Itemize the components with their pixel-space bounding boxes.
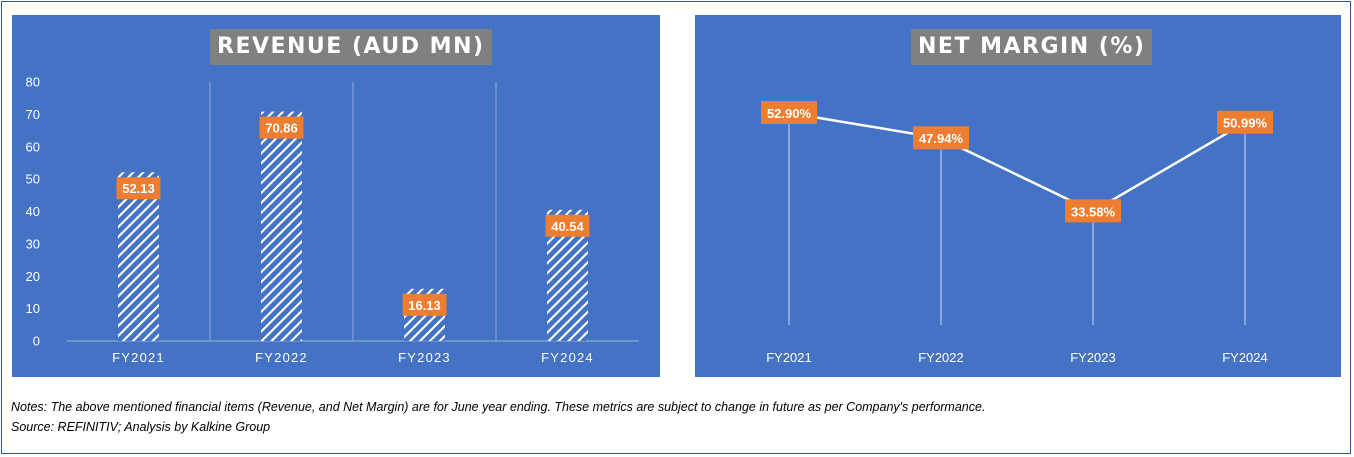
notes-text: Notes: The above mentioned financial ite… — [11, 400, 986, 414]
revenue-chart: 0 10 20 30 40 50 60 70 80 52.13 FY2021 70.86 FY2022 1… — [26, 75, 639, 365]
data-label-box — [545, 214, 590, 237]
revenue-data-label: 16.13 — [408, 298, 441, 313]
x-tick-label: FY2024 — [541, 350, 594, 365]
data-label-box — [402, 293, 447, 316]
x-tick-label: FY2022 — [918, 350, 964, 365]
data-label-box — [913, 126, 969, 150]
source-text: Source: REFINITIV; Analysis by Kalkine G… — [11, 420, 271, 434]
net-margin-data-label: 50.99% — [1223, 116, 1268, 131]
y-tick-label: 20 — [26, 269, 40, 284]
revenue-data-label: 40.54 — [551, 219, 584, 234]
x-tick-label: FY2023 — [1070, 350, 1116, 365]
x-tick-label: FY2021 — [766, 350, 812, 365]
data-label-box — [259, 116, 304, 139]
x-tick-label: FY2024 — [1222, 350, 1268, 365]
net-margin-line — [788, 111, 1246, 213]
y-tick-label: 40 — [26, 204, 40, 219]
data-label-box — [1065, 199, 1121, 223]
y-tick-label: 0 — [33, 334, 40, 349]
y-tick-label: 50 — [26, 172, 40, 187]
data-label-box — [761, 101, 817, 124]
footnotes: Notes: The above mentioned financial ite… — [11, 397, 985, 437]
y-tick-label: 10 — [26, 301, 40, 316]
x-tick-label: FY2023 — [398, 350, 451, 365]
x-tick-label: FY2021 — [112, 350, 165, 365]
data-label-box — [1217, 110, 1273, 134]
revenue-data-label: 52.13 — [122, 181, 155, 196]
net-margin-data-label: 33.58% — [1071, 204, 1116, 219]
revenue-data-label: 70.86 — [265, 121, 298, 136]
data-label-box — [116, 177, 161, 200]
net-margin-chart-panel: 52.90% FY2021 47.94% FY2022 33.58% FY2023 50.9… — [695, 15, 1341, 377]
net-margin-data-label: 52.90% — [767, 106, 812, 121]
y-tick-label: 70 — [26, 107, 40, 122]
revenue-chart-title: REVENUE (AUD MN) — [210, 29, 492, 65]
y-tick-label: 80 — [26, 75, 40, 90]
y-tick-label: 30 — [26, 236, 40, 251]
x-tick-label: FY2022 — [255, 350, 308, 365]
revenue-bar — [118, 172, 159, 341]
net-margin-data-label: 47.94% — [919, 131, 964, 146]
revenue-chart-panel: 0 10 20 30 40 50 60 70 80 52.13 FY2021 70.86 FY2022 1… — [12, 15, 660, 377]
net-margin-chart: 52.90% FY2021 47.94% FY2022 33.58% FY2023 50.9… — [761, 101, 1273, 365]
net-margin-chart-title: NET MARGIN (%) — [911, 29, 1153, 65]
revenue-bar — [261, 111, 302, 341]
y-tick-label: 60 — [26, 139, 40, 154]
